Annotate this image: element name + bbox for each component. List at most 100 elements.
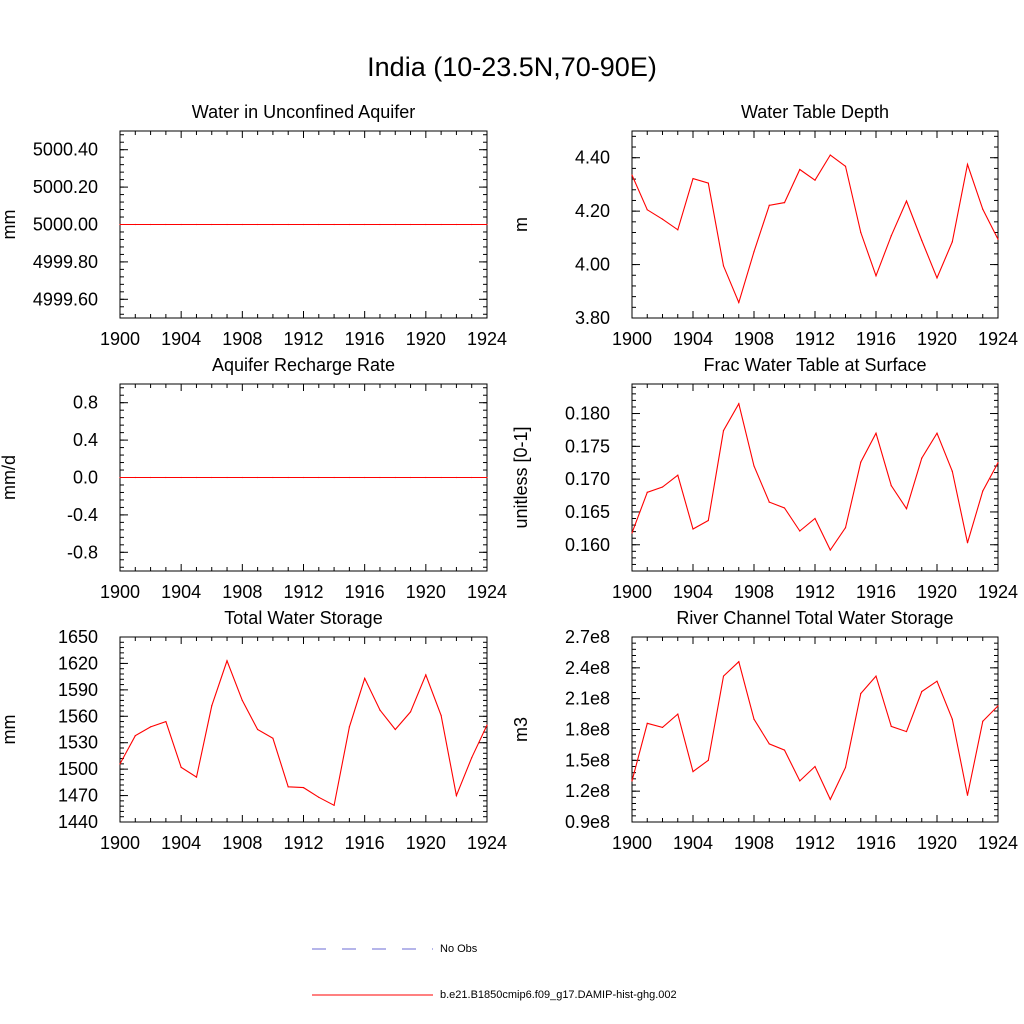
data-point — [661, 218, 664, 220]
x-tick-label: 1912 — [795, 833, 835, 853]
data-point — [677, 474, 679, 476]
y-axis-label: unitless [0-1] — [511, 426, 531, 528]
data-point — [768, 204, 770, 206]
y-tick-label: 5000.40 — [33, 140, 98, 160]
data-point — [333, 476, 335, 479]
data-point — [692, 771, 694, 773]
y-tick-label: 0.8 — [73, 393, 98, 413]
x-tick-label: 1908 — [222, 582, 262, 602]
x-tick-label: 1920 — [406, 582, 446, 602]
x-tick-label: 1916 — [345, 329, 385, 349]
y-tick-label: 0.170 — [565, 469, 610, 489]
data-point — [287, 223, 289, 226]
y-axis-label: m — [511, 217, 531, 232]
data-point — [661, 726, 664, 729]
data-point — [753, 465, 755, 467]
legend-model-label: b.e21.B1850cmip6.f09_g17.DAMIP-hist-ghg.… — [440, 989, 677, 1001]
data-point — [425, 674, 427, 676]
x-tick-label: 1908 — [222, 329, 262, 349]
x-tick-label: 1920 — [917, 582, 957, 602]
data-point — [921, 457, 923, 459]
data-point — [211, 476, 213, 479]
data-point — [722, 429, 725, 432]
data-point — [738, 403, 740, 405]
data-point — [738, 661, 740, 663]
x-tick-label: 1904 — [161, 329, 201, 349]
data-point — [860, 461, 862, 463]
data-point — [272, 223, 274, 226]
data-point — [905, 730, 908, 733]
data-point — [241, 476, 243, 479]
x-tick-label: 1924 — [467, 329, 507, 349]
data-point — [875, 432, 877, 434]
data-point — [302, 476, 305, 479]
x-tick-label: 1920 — [406, 329, 446, 349]
x-tick-label: 1920 — [917, 329, 957, 349]
data-point — [677, 713, 679, 715]
data-point — [814, 517, 816, 520]
data-point — [379, 709, 381, 711]
data-point — [844, 165, 847, 167]
data-point — [692, 528, 694, 530]
data-point — [997, 705, 999, 707]
data-point — [829, 549, 831, 551]
data-point — [409, 223, 412, 226]
data-point — [966, 542, 969, 544]
data-point — [226, 660, 228, 662]
panel-title: Water in Unconfined Aquifer — [192, 102, 415, 122]
data-point — [348, 726, 350, 728]
data-point — [195, 223, 198, 226]
data-point — [379, 476, 381, 479]
data-point — [692, 177, 694, 180]
data-point — [646, 722, 648, 724]
data-point — [149, 476, 152, 479]
y-tick-label: -0.4 — [67, 505, 98, 525]
y-tick-label: 1440 — [58, 812, 98, 832]
data-point — [195, 476, 198, 479]
data-point — [440, 476, 442, 479]
x-tick-label: 1900 — [100, 582, 140, 602]
data-point — [753, 251, 755, 253]
x-tick-label: 1924 — [978, 833, 1018, 853]
y-tick-label: 0.4 — [73, 430, 98, 450]
x-tick-label: 1904 — [161, 582, 201, 602]
data-point — [318, 796, 320, 798]
y-tick-label: 1650 — [58, 627, 98, 647]
data-point — [905, 200, 908, 202]
data-point — [455, 476, 458, 479]
data-point — [440, 223, 442, 226]
data-point — [180, 766, 182, 768]
data-point — [257, 476, 259, 479]
data-point — [814, 179, 816, 181]
main-title: India (10-23.5N,70-90E) — [367, 52, 657, 82]
data-point — [409, 711, 412, 713]
x-tick-label: 1900 — [612, 833, 652, 853]
y-tick-label: 0.180 — [565, 404, 610, 424]
y-tick-label: 0.0 — [73, 468, 98, 488]
data-point — [272, 737, 274, 739]
data-point — [707, 519, 709, 522]
y-tick-label: 0.9e8 — [565, 812, 610, 832]
data-point — [753, 718, 755, 720]
data-point — [471, 223, 473, 226]
data-point — [631, 780, 633, 782]
x-tick-label: 1924 — [978, 582, 1018, 602]
data-point — [722, 265, 725, 267]
x-tick-label: 1912 — [283, 329, 323, 349]
chart-panel-5: Total Water Storage mm 1900 1904 1908 1912 191… — [0, 608, 507, 853]
y-tick-label: 4999.80 — [33, 252, 98, 272]
x-tick-label: 1904 — [161, 833, 201, 853]
data-point — [257, 728, 259, 731]
x-tick-label: 1904 — [673, 329, 713, 349]
data-point — [799, 168, 801, 171]
data-point — [982, 720, 984, 722]
panel-title: Total Water Storage — [224, 608, 382, 628]
x-tick-label: 1908 — [734, 582, 774, 602]
y-tick-label: 2.4e8 — [565, 658, 610, 678]
data-point — [119, 476, 121, 479]
x-tick-label: 1912 — [283, 582, 323, 602]
data-point — [814, 765, 816, 768]
x-tick-label: 1904 — [673, 833, 713, 853]
data-point — [364, 677, 366, 680]
data-point — [165, 223, 167, 226]
